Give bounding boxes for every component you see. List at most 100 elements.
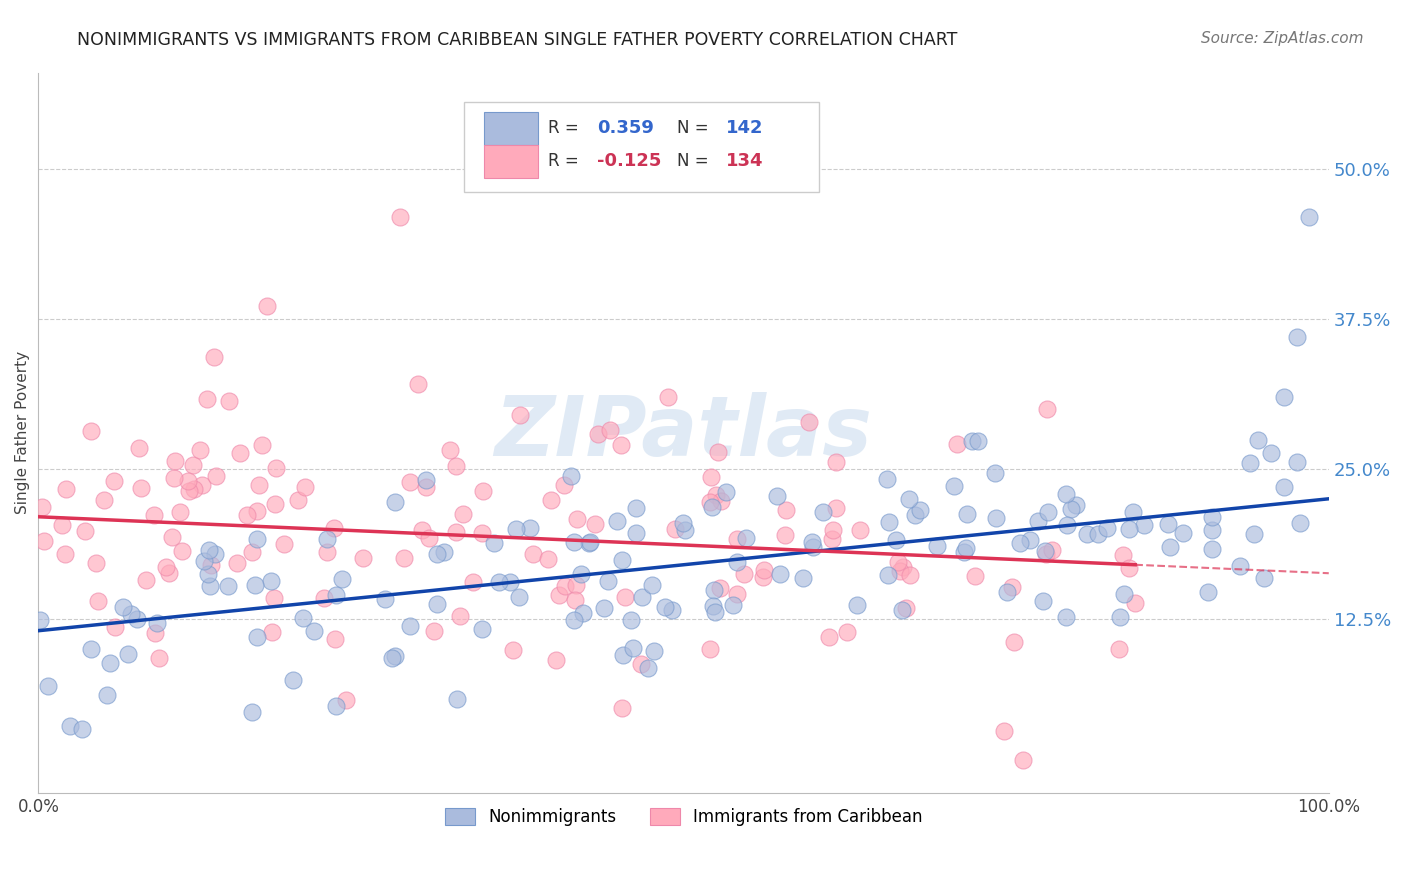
Point	[848, 524, 870, 538]
Point	[725, 532, 748, 546]
Point	[889, 565, 911, 579]
Point	[583, 516, 606, 531]
Point	[128, 441, 150, 455]
Point	[183, 482, 205, 496]
Point	[444, 524, 467, 539]
Point	[263, 497, 285, 511]
Point	[316, 533, 339, 547]
Point	[960, 434, 983, 448]
Point	[1133, 517, 1156, 532]
Point	[1108, 610, 1130, 624]
Point	[714, 484, 737, 499]
Point	[1008, 535, 1031, 549]
Point	[86, 594, 108, 608]
Point	[411, 523, 433, 537]
Point	[877, 567, 900, 582]
Point	[461, 574, 484, 589]
Point	[247, 478, 270, 492]
Point	[792, 571, 814, 585]
Point	[1040, 542, 1063, 557]
Point	[1239, 456, 1261, 470]
Point	[621, 640, 644, 655]
Point	[145, 625, 167, 640]
Point	[217, 579, 239, 593]
Text: N =: N =	[678, 120, 709, 137]
Point	[565, 512, 588, 526]
Point	[1054, 609, 1077, 624]
Point	[877, 516, 900, 530]
Point	[170, 544, 193, 558]
Point	[129, 481, 152, 495]
Point	[904, 508, 927, 522]
Point	[835, 625, 858, 640]
Point	[1019, 533, 1042, 547]
Point	[630, 657, 652, 672]
Point	[818, 630, 841, 644]
Point	[560, 468, 582, 483]
Point	[70, 722, 93, 736]
Point	[672, 516, 695, 530]
Point	[896, 600, 918, 615]
Point	[256, 299, 278, 313]
Point	[620, 613, 643, 627]
Text: R =: R =	[548, 120, 579, 137]
Point	[624, 525, 647, 540]
Point	[432, 544, 454, 558]
Point	[228, 446, 250, 460]
Point	[610, 553, 633, 567]
Point	[900, 567, 922, 582]
Point	[55, 483, 77, 497]
Point	[797, 415, 820, 429]
Point	[610, 700, 633, 714]
Point	[260, 574, 283, 589]
Point	[702, 500, 724, 514]
Point	[1285, 455, 1308, 469]
Point	[942, 478, 965, 492]
Point	[1118, 560, 1140, 574]
Point	[624, 501, 647, 516]
Point	[1032, 593, 1054, 607]
Point	[246, 504, 269, 518]
Point	[439, 442, 461, 457]
Point	[169, 505, 191, 519]
Point	[472, 484, 495, 499]
Point	[983, 466, 1005, 480]
FancyBboxPatch shape	[464, 102, 820, 192]
Point	[262, 625, 284, 640]
Point	[406, 377, 429, 392]
Point	[704, 605, 727, 619]
Point	[418, 531, 440, 545]
Point	[955, 541, 977, 556]
Point	[925, 539, 948, 553]
Point	[1173, 526, 1195, 541]
Point	[654, 600, 676, 615]
Point	[887, 555, 910, 569]
Point	[181, 458, 204, 473]
Point	[886, 533, 908, 547]
Point	[572, 606, 595, 620]
Point	[955, 507, 977, 521]
Point	[505, 522, 527, 536]
Point	[204, 547, 226, 561]
Point	[509, 408, 531, 422]
Point	[1002, 635, 1025, 649]
Point	[699, 470, 721, 484]
Point	[893, 560, 915, 574]
Point	[426, 547, 449, 561]
Point	[661, 603, 683, 617]
Point	[519, 521, 541, 535]
Point	[1036, 505, 1059, 519]
Point	[423, 624, 446, 639]
Point	[598, 574, 620, 589]
Point	[120, 607, 142, 622]
Point	[59, 719, 82, 733]
Point	[946, 436, 969, 450]
Point	[1026, 514, 1049, 528]
Point	[1036, 401, 1059, 416]
Point	[586, 427, 609, 442]
Point	[1285, 330, 1308, 344]
Point	[446, 691, 468, 706]
Point	[709, 582, 731, 596]
Text: R =: R =	[548, 153, 579, 170]
Point	[98, 657, 121, 671]
